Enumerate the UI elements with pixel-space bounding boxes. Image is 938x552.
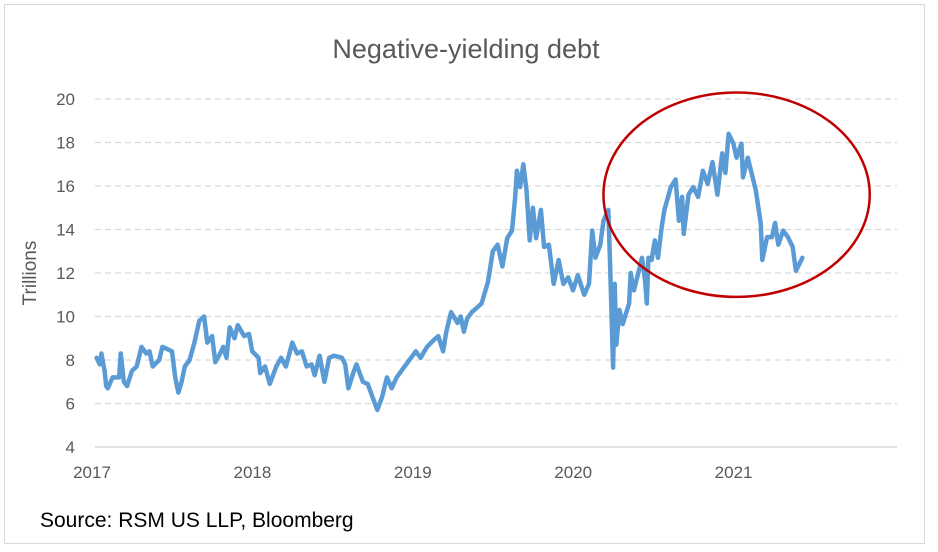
x-tick-label: 2021: [715, 463, 753, 482]
x-tick-label: 2019: [394, 463, 432, 482]
y-tick-label: 6: [66, 395, 75, 414]
source-note: Source: RSM US LLP, Bloomberg: [40, 509, 354, 532]
x-tick-label: 2018: [233, 463, 271, 482]
series-line: [94, 131, 805, 413]
y-axis-label: Trillions: [20, 241, 41, 306]
y-tick-label: 4: [66, 438, 75, 457]
y-tick-label: 12: [56, 264, 75, 283]
y-tick-label: 18: [56, 134, 75, 153]
chart-title: Negative-yielding debt: [332, 34, 600, 64]
y-tick-label: 14: [56, 221, 75, 240]
y-tick-label: 16: [56, 177, 75, 196]
y-tick-label: 8: [66, 351, 75, 370]
y-axis-ticks: 4 6 8 10 12 14 16 18 20: [56, 90, 75, 457]
x-tick-label: 2020: [554, 463, 592, 482]
y-tick-label: 20: [56, 90, 75, 109]
gridlines: [95, 98, 897, 448]
y-tick-label: 10: [56, 308, 75, 327]
highlight-ellipse: [602, 91, 871, 299]
chart-frame: [4, 4, 925, 544]
x-tick-label: 2017: [73, 463, 111, 482]
x-axis-ticks: 2017 2018 2019 2020 2021: [73, 463, 752, 482]
